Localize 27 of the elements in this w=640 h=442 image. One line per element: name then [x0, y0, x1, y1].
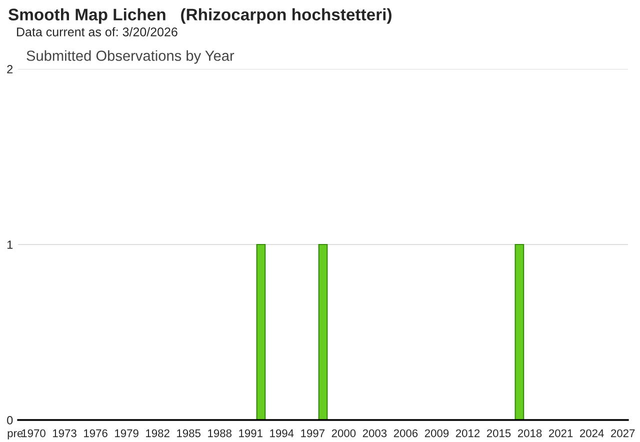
x-tick-label: pre [8, 431, 23, 440]
x-tick-label: 2000 [332, 429, 356, 438]
x-tick-label: 2006 [394, 429, 418, 438]
x-tick-label: 2021 [549, 429, 573, 438]
x-tick-label: 1973 [53, 429, 76, 438]
y-tick-label: 2 [7, 65, 13, 74]
x-tick-label: 2018 [518, 429, 542, 438]
x-tick-label: 2027 [611, 429, 635, 438]
x-tick-label: 2009 [424, 429, 449, 438]
x-tick-label: 1994 [270, 429, 294, 438]
x-tick-label: 2012 [456, 429, 480, 438]
x-tick-label: 2015 [486, 429, 511, 438]
x-tick-label: 2024 [580, 429, 604, 438]
y-tick-label: 1 [7, 240, 13, 249]
x-tick-label: 1976 [84, 429, 108, 438]
x-tick-label: 1970 [22, 429, 46, 438]
x-tick-label: 1985 [177, 429, 200, 438]
text: Submitted Observations by Year [26, 50, 234, 64]
chart-title: Smooth Map Lichen (Rhizocarpon hochstetteri) [8, 8, 392, 24]
chart-subtitle: Data current as of: 3/20/2026 [17, 27, 178, 36]
x-tick-label: 2003 [362, 429, 387, 438]
x-tick-label: 1979 [115, 429, 138, 438]
x-tick-label: 1988 [208, 429, 232, 438]
x-tick-label: 1982 [146, 429, 170, 438]
y-tick-label: 0 [7, 416, 13, 424]
x-tick-label: 1997 [301, 429, 324, 438]
x-tick-label: 1991 [239, 429, 262, 438]
